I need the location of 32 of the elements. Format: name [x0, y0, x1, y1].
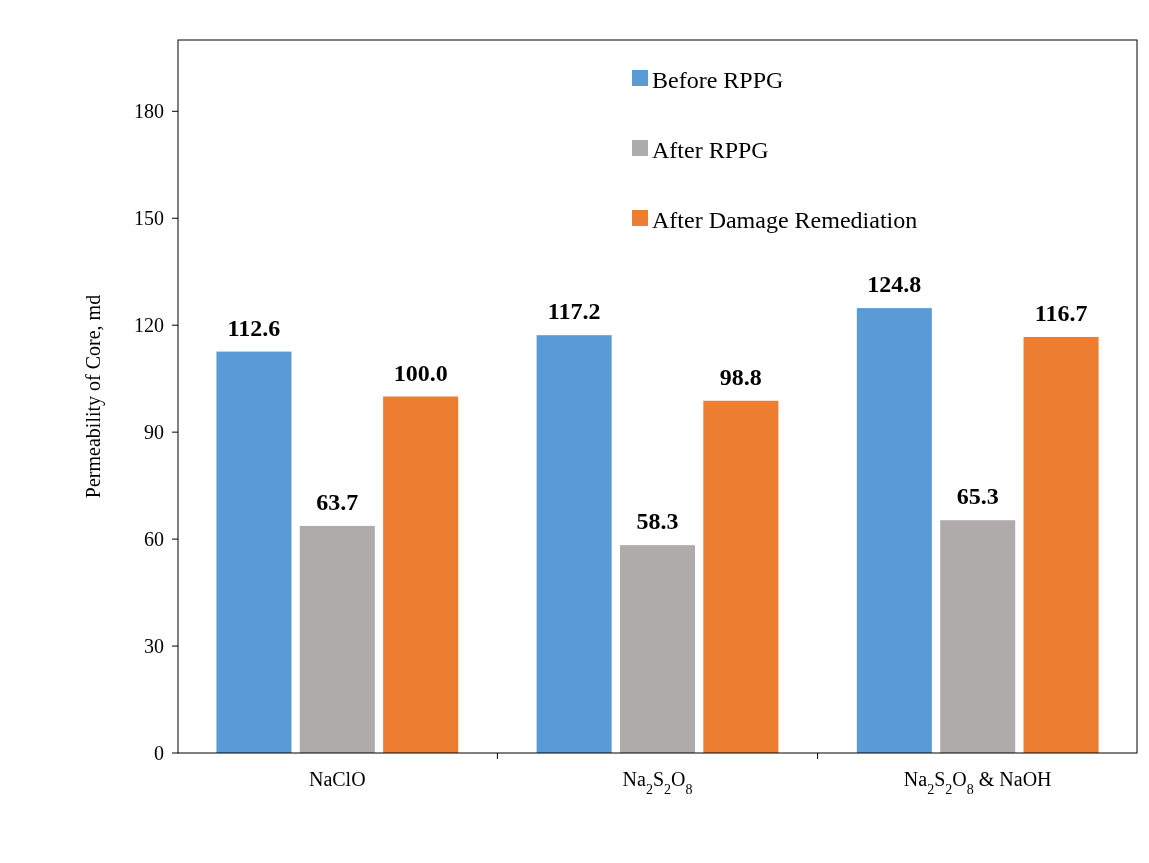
y-tick-label: 90: [144, 421, 164, 444]
x-tick-label: Na$_{2}$S$_{2}$O$_{8}$ & NaOH: [903, 768, 1052, 797]
text: 98.8: [719, 363, 762, 390]
bar: [703, 400, 779, 753]
text: 65.3: [956, 483, 999, 510]
y-tick-label: 180: [134, 100, 164, 123]
bar: [856, 308, 932, 753]
legend-label: After Damage Remediation: [652, 207, 918, 234]
text: 117.2: [547, 298, 601, 325]
y-tick-label: 0: [154, 742, 164, 764]
text: 116.7: [1034, 299, 1088, 326]
bar: [216, 351, 292, 753]
text: 124.8: [867, 271, 922, 298]
legend-label: After RPPG: [652, 137, 769, 164]
text: 63.7: [316, 488, 359, 515]
bar: [940, 520, 1016, 753]
x-tick-label: Na$_{2}$S$_{2}$O$_{8}$: [622, 768, 693, 797]
bar: [536, 335, 612, 753]
bar: [299, 525, 375, 753]
text: 112.6: [227, 314, 281, 341]
y-tick-label: 120: [134, 314, 164, 337]
bar: [1023, 336, 1099, 753]
y-axis-title: Permeability of Core, md: [82, 294, 105, 499]
text: 58.3: [636, 508, 679, 535]
bar: [619, 545, 696, 753]
x-tick-label: NaClO: [308, 768, 366, 790]
y-tick-label: 30: [144, 635, 164, 658]
y-tick-label: 60: [144, 528, 164, 551]
legend-label: Before RPPG: [652, 67, 784, 94]
y-tick-label: 150: [134, 207, 164, 230]
text: 100.0: [393, 359, 448, 386]
bar: [383, 396, 459, 753]
